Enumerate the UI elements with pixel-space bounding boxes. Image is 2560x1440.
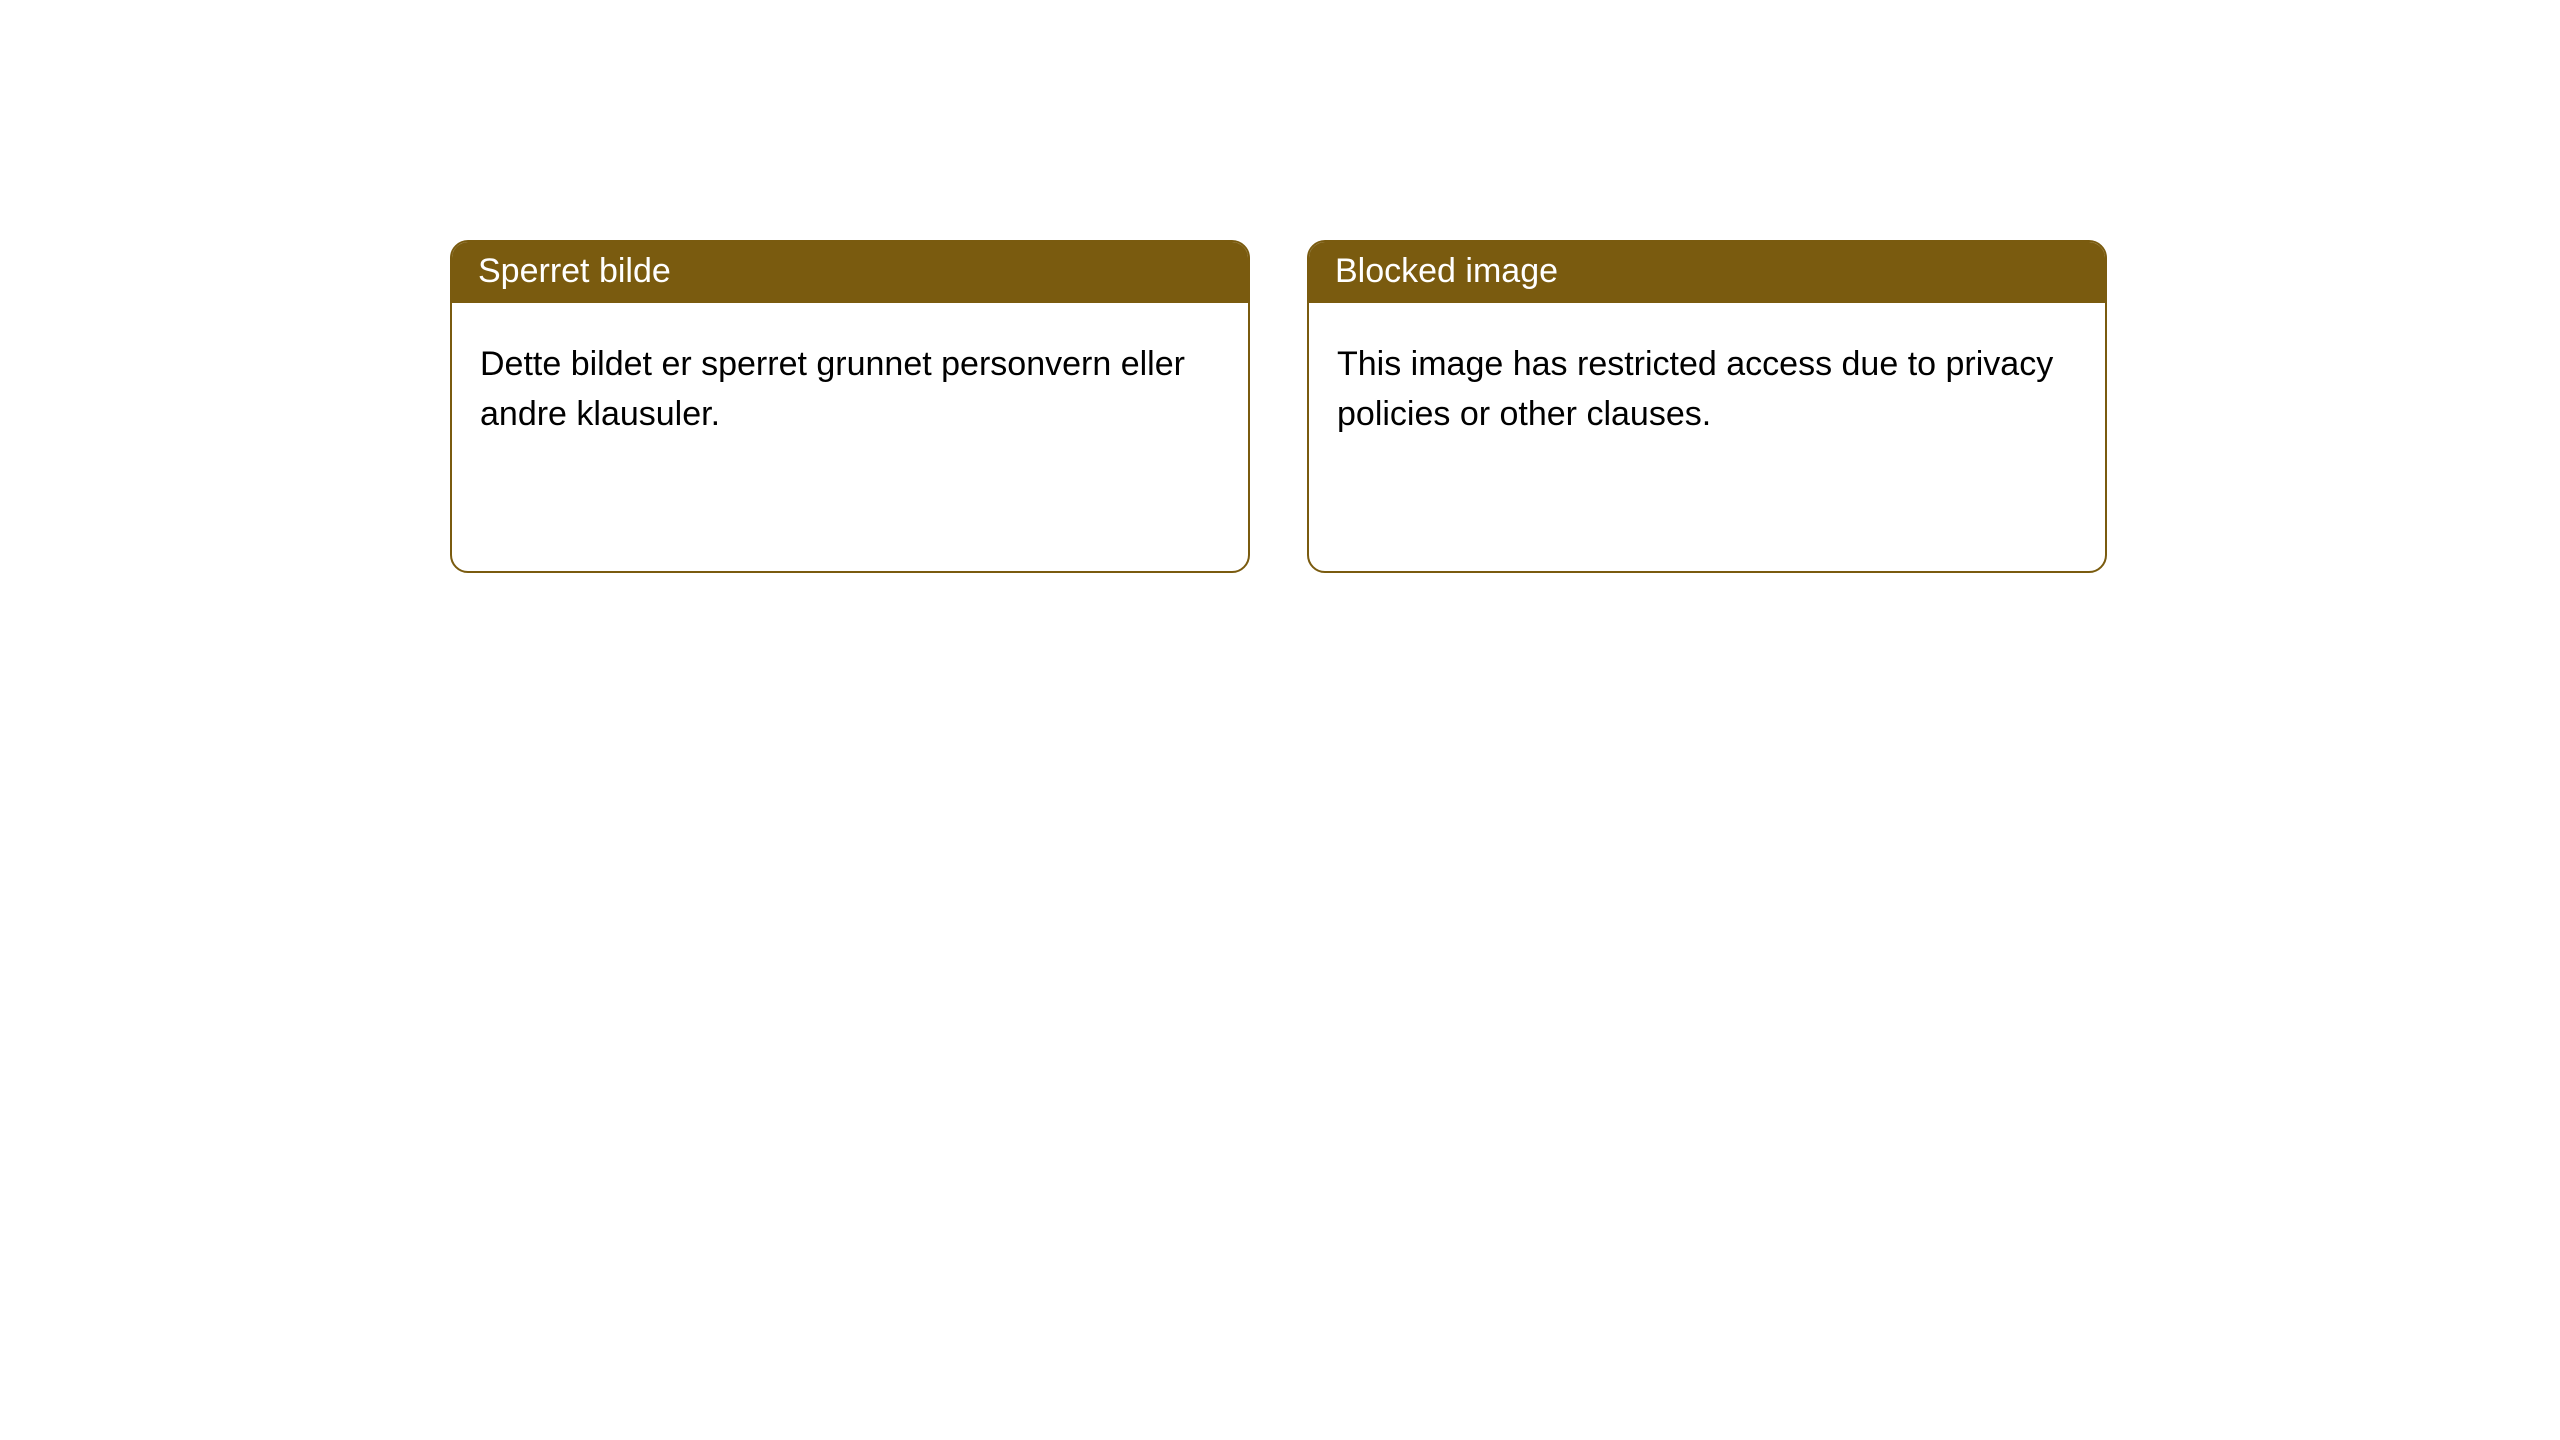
card-title: Sperret bilde <box>478 252 671 290</box>
card-header: Blocked image <box>1309 242 2105 303</box>
card-title: Blocked image <box>1335 252 1558 290</box>
card-body: This image has restricted access due to … <box>1309 303 2105 476</box>
card-body-text: Dette bildet er sperret grunnet personve… <box>480 345 1185 433</box>
cards-container: Sperret bilde Dette bildet er sperret gr… <box>450 240 2560 573</box>
card-header: Sperret bilde <box>452 242 1248 303</box>
card-sperret-bilde: Sperret bilde Dette bildet er sperret gr… <box>450 240 1250 573</box>
card-body: Dette bildet er sperret grunnet personve… <box>452 303 1248 476</box>
card-body-text: This image has restricted access due to … <box>1337 345 2053 433</box>
card-blocked-image: Blocked image This image has restricted … <box>1307 240 2107 573</box>
